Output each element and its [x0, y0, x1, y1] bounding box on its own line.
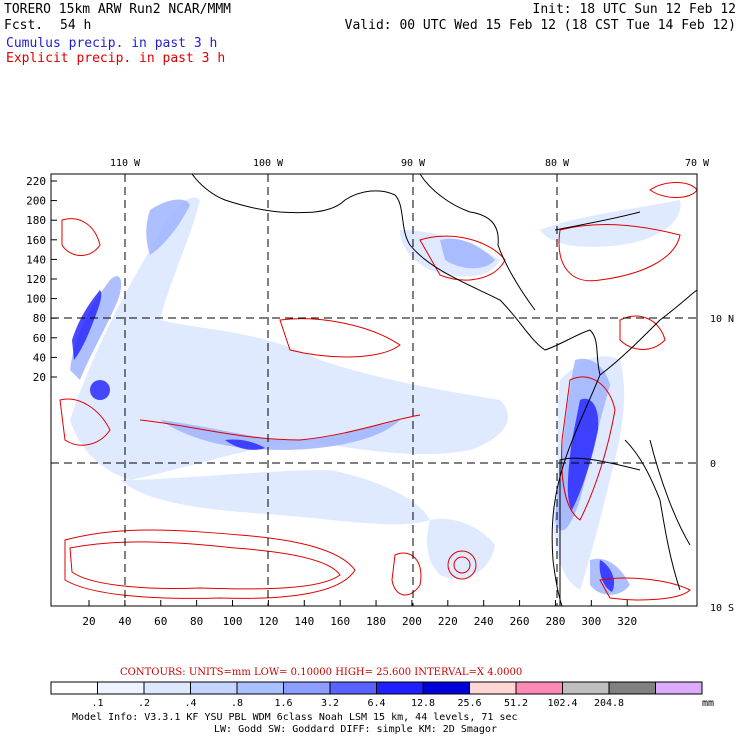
x-tick-label: 240 [474, 615, 494, 628]
colorbar: .1 .2 .4 .8 1.6 3.2 6.4 12.8 25.6 51.2 102.4 204.8 m… [50, 681, 714, 709]
colorbar-label: .2 [138, 698, 150, 709]
x-tick-label: 120 [258, 615, 278, 628]
colorbar-label: 51.2 [504, 698, 528, 709]
x-tick-label: 160 [330, 615, 350, 628]
valid-time: Valid: 00 UTC Wed 15 Feb 12 (18 CST Tue … [344, 18, 736, 33]
colorbar-label: 3.2 [321, 698, 339, 709]
colorbar-label: 1.6 [274, 698, 292, 709]
x-tick-label: 40 [118, 615, 131, 628]
colorbar-swatch [655, 681, 703, 695]
y-tick-label: 40 [33, 351, 46, 364]
y-tick-label: 120 [26, 273, 46, 286]
forecast-label: Fcst. [4, 18, 44, 33]
x-tick-label: 80 [190, 615, 203, 628]
y-tick-label: 80 [33, 312, 46, 325]
x-tick-label: 200 [402, 615, 422, 628]
longitude-label: 80 W [545, 158, 570, 169]
longitude-labels: 110 W 100 W 90 W 80 W 70 W [110, 158, 710, 169]
colorbar-label: 204.8 [594, 698, 624, 709]
x-tick-label: 280 [546, 615, 566, 628]
x-tick-label: 100 [223, 615, 243, 628]
explicit-legend-line: Explicit precip. in past 3 h [6, 51, 226, 66]
coastlines [191, 174, 697, 606]
x-tick-label: 140 [294, 615, 314, 628]
x-tick-label: 220 [438, 615, 458, 628]
colorbar-swatch [236, 681, 284, 695]
y-tick-label: 220 [26, 175, 46, 188]
model-title: TORERO 15km ARW Run2 NCAR/MMM [4, 2, 231, 17]
cumulus-heavy-field [72, 290, 615, 592]
init-time: Init: 18 UTC Sun 12 Feb 12 [532, 2, 737, 17]
colorbar-label: .8 [231, 698, 243, 709]
y-tick-label: 100 [26, 293, 46, 306]
longitude-label: 90 W [401, 158, 426, 169]
cumulus-legend-line: Cumulus precip. in past 3 h [6, 36, 218, 51]
model-info-line1: Model Info: V3.3.1 KF YSU PBL WDM 6class… [72, 712, 518, 723]
x-tick-label: 260 [510, 615, 530, 628]
colorbar-swatch [469, 681, 517, 695]
colorbar-unit: mm [702, 698, 714, 709]
longitude-label: 70 W [685, 158, 710, 169]
map-frame [50, 173, 698, 607]
colorbar-label: 25.6 [457, 698, 481, 709]
colorbar-swatch [329, 681, 377, 695]
colorbar-label: .1 [91, 698, 103, 709]
latitude-label: 10 N [710, 314, 734, 325]
colorbar-swatch [422, 681, 470, 695]
x-tick-label: 300 [581, 615, 601, 628]
colorbar-swatch [50, 681, 98, 695]
y-tick-label: 200 [26, 195, 46, 208]
y-axis-ticks: 220 200 180 160 140 120 100 80 60 40 20 [26, 175, 57, 384]
x-tick-label: 20 [82, 615, 95, 628]
y-tick-label: 60 [33, 332, 46, 345]
x-tick-label: 320 [617, 615, 637, 628]
y-tick-label: 180 [26, 214, 46, 227]
colorbar-swatch [190, 681, 238, 695]
latitude-label: 10 S [710, 603, 734, 614]
colorbar-label: 102.4 [547, 698, 577, 709]
y-tick-label: 20 [33, 371, 46, 384]
lat-lon-grid [51, 174, 697, 606]
colorbar-swatch [283, 681, 331, 695]
longitude-label: 100 W [253, 158, 284, 169]
model-info-line2: LW: Godd SW: Goddard DIFF: simple KM: 2D… [214, 724, 497, 735]
colorbar-swatch [608, 681, 656, 695]
colorbar-swatch [97, 681, 145, 695]
latitude-labels: 10 N 0 10 S [710, 314, 734, 614]
latitude-label: 0 [710, 459, 716, 470]
x-tick-label: 60 [154, 615, 167, 628]
colorbar-swatch [562, 681, 610, 695]
precip-fields [51, 174, 697, 606]
forecast-hour: 54 h [60, 18, 92, 33]
colorbar-label: 12.8 [411, 698, 435, 709]
colorbar-label: 6.4 [367, 698, 385, 709]
colorbar-swatch [376, 681, 424, 695]
x-axis-ticks: 20 40 60 80 100 120 140 160 180 200 220 240 260 280 30… [82, 600, 637, 628]
contour-info: CONTOURS: UNITS=mm LOW= 0.10000 HIGH= 25… [120, 667, 523, 678]
y-tick-label: 140 [26, 253, 46, 266]
colorbar-label: .4 [184, 698, 196, 709]
colorbar-swatch [143, 681, 191, 695]
colorbar-swatch [515, 681, 563, 695]
longitude-label: 110 W [110, 158, 141, 169]
y-tick-label: 160 [26, 234, 46, 247]
x-tick-label: 180 [366, 615, 386, 628]
